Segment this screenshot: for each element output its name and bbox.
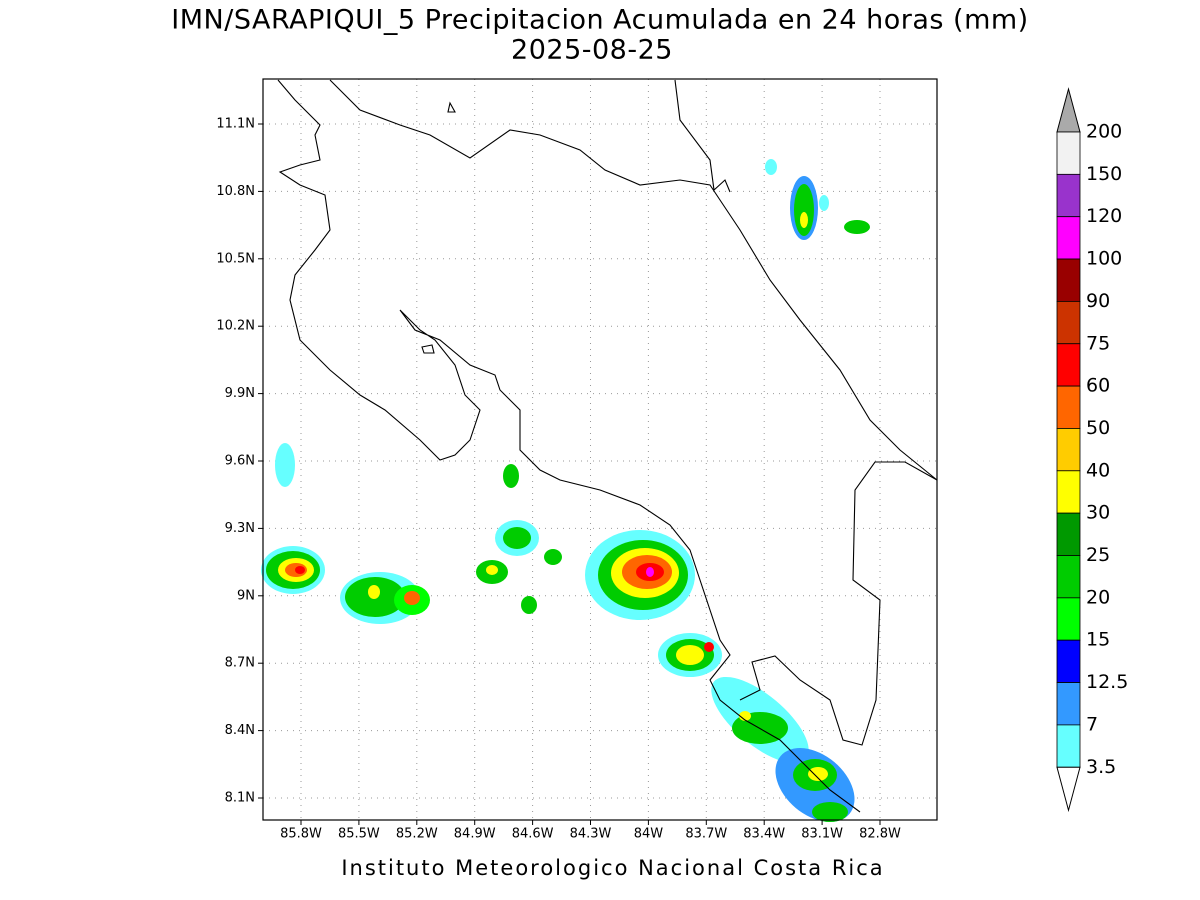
colorbar-box bbox=[1056, 131, 1081, 175]
colorbar-box bbox=[1056, 258, 1081, 302]
colorbar-box bbox=[1056, 428, 1081, 472]
precipitation bbox=[261, 159, 870, 822]
colorbar-box bbox=[1056, 173, 1081, 218]
colorbar-label: 12.5 bbox=[1086, 671, 1128, 693]
y-tick-label: 9.3N bbox=[225, 521, 255, 536]
y-tick-label: 10.8N bbox=[216, 184, 255, 199]
y-tick-label: 9.9N bbox=[225, 386, 255, 401]
colorbar-box bbox=[1056, 597, 1081, 641]
colorbar-box bbox=[1056, 724, 1081, 768]
colorbar-box bbox=[1056, 682, 1081, 726]
y-axis: 11.1N 10.8N 10.5N 10.2N 9.9N 9.6N 9.3N 9N 8.7N 8.… bbox=[216, 117, 263, 806]
y-tick-label: 8.4N bbox=[225, 723, 255, 738]
x-tick-label: 84.3W bbox=[570, 827, 612, 842]
colorbar-label: 7 bbox=[1086, 713, 1098, 735]
colorbar-box bbox=[1056, 343, 1081, 387]
colorbar-label: 50 bbox=[1086, 417, 1110, 439]
map-title: IMN/SARAPIQUI_5 Precipitacion Acumulada … bbox=[171, 5, 1028, 36]
footer-credit: Instituto Meteorologico Nacional Costa R… bbox=[341, 856, 884, 880]
y-tick-label: 11.1N bbox=[216, 117, 255, 132]
x-tick-label: 83.4W bbox=[743, 827, 785, 842]
colorbar-box bbox=[1056, 216, 1081, 260]
colorbar-label: 30 bbox=[1086, 502, 1110, 524]
y-tick-label: 9N bbox=[237, 588, 255, 603]
colorbar-box bbox=[1056, 385, 1081, 429]
colorbar-label: 120 bbox=[1086, 205, 1122, 227]
x-tick-label: 83.1W bbox=[801, 827, 843, 842]
x-tick-label: 83.7W bbox=[685, 827, 727, 842]
coastlines bbox=[277, 79, 938, 813]
colorbar-label: 20 bbox=[1086, 586, 1110, 608]
colorbar-label: 75 bbox=[1086, 332, 1110, 354]
colorbar-box bbox=[1056, 470, 1081, 514]
x-tick-label: 85.8W bbox=[280, 827, 322, 842]
colorbar-label: 60 bbox=[1086, 375, 1110, 397]
y-tick-label: 10.2N bbox=[216, 319, 255, 334]
colorbar-label: 90 bbox=[1086, 290, 1110, 312]
x-tick-label: 84.6W bbox=[512, 827, 554, 842]
x-axis: 85.8W 85.5W 85.2W 84.9W 84.6W 84.3W 84W 83.7W 83… bbox=[280, 820, 901, 842]
colorbar-label: 100 bbox=[1086, 248, 1122, 270]
map-date: 2025-08-25 bbox=[511, 35, 673, 66]
colorbar-box bbox=[1056, 300, 1081, 345]
colorbar-box bbox=[1056, 555, 1081, 599]
y-tick-label: 8.1N bbox=[225, 791, 255, 806]
colorbar-under bbox=[1056, 766, 1081, 813]
map-area bbox=[261, 78, 938, 822]
map-frame bbox=[262, 78, 938, 821]
colorbar-over bbox=[1056, 87, 1081, 133]
x-tick-label: 85.5W bbox=[338, 827, 380, 842]
x-tick-label: 82.8W bbox=[859, 827, 901, 842]
colorbar-box bbox=[1056, 639, 1081, 683]
y-tick-label: 9.6N bbox=[225, 454, 255, 469]
colorbar-label: 200 bbox=[1086, 121, 1122, 143]
y-tick-label: 10.5N bbox=[216, 251, 255, 266]
x-tick-label: 85.2W bbox=[396, 827, 438, 842]
colorbar-label: 40 bbox=[1086, 459, 1110, 481]
x-tick-label: 84W bbox=[634, 827, 664, 842]
colorbar: 200 150 120 100 90 75 60 50 40 30 25 20 15 12.5 7 3.5 bbox=[1056, 87, 1128, 813]
colorbar-label: 25 bbox=[1086, 544, 1110, 566]
colorbar-box bbox=[1056, 512, 1081, 556]
map-background bbox=[263, 79, 937, 820]
colorbar-label: 3.5 bbox=[1086, 756, 1116, 778]
y-tick-label: 8.7N bbox=[225, 656, 255, 671]
x-tick-label: 84.9W bbox=[454, 827, 496, 842]
colorbar-label: 150 bbox=[1086, 163, 1122, 185]
colorbar-label: 15 bbox=[1086, 629, 1110, 651]
